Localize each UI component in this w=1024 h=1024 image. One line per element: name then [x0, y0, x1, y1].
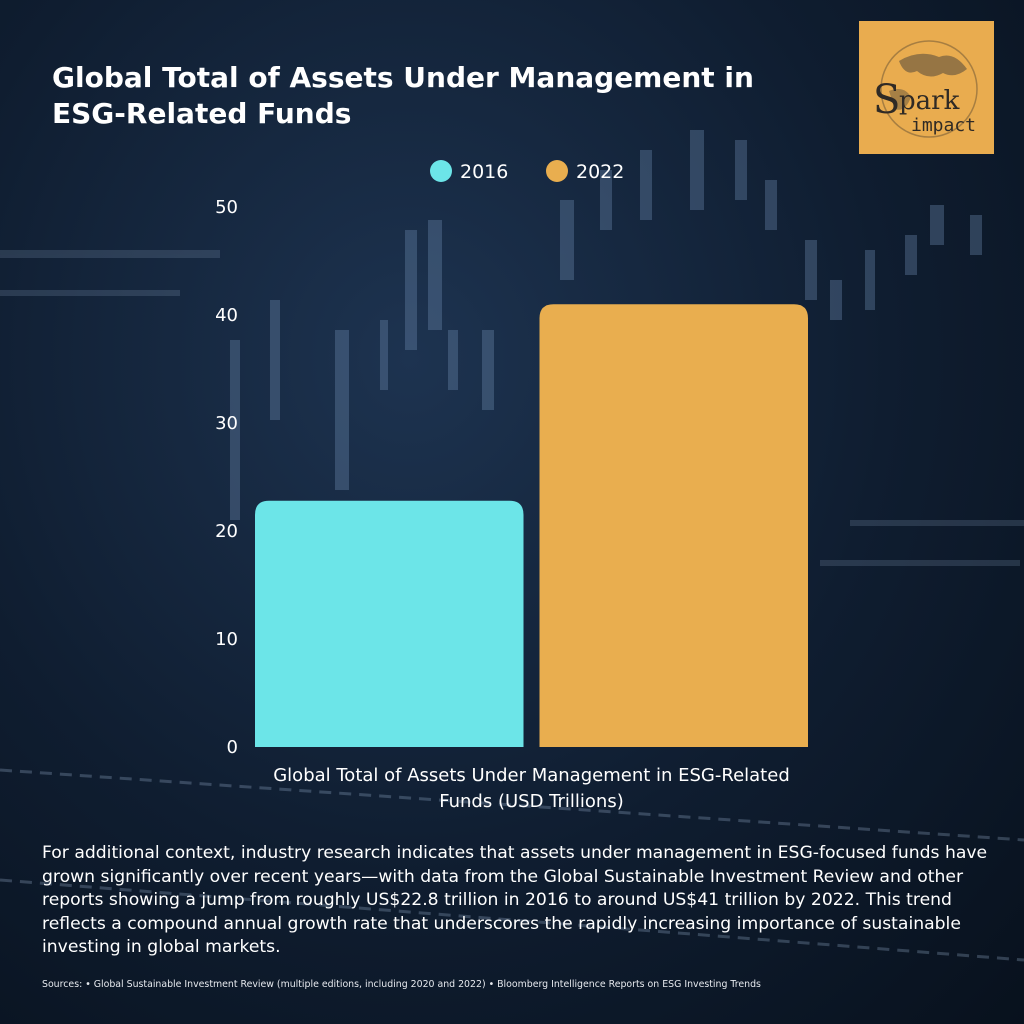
x-axis-label-line: Global Total of Assets Under Management …	[273, 765, 790, 786]
y-axis: 0 10 20 30 40 50	[215, 197, 238, 758]
spark-impact-logo: S park impact	[859, 21, 994, 154]
bar-2016	[255, 500, 524, 747]
description-paragraph: For additional context, industry researc…	[42, 843, 988, 957]
y-tick-label: 30	[215, 413, 238, 434]
legend-marker-2022	[546, 160, 568, 182]
legend-marker-2016	[430, 160, 452, 182]
bar-2022	[539, 304, 808, 747]
svg-text:park: park	[899, 86, 960, 116]
bars	[255, 304, 808, 747]
x-axis-label: Global Total of Assets Under Management …	[273, 765, 790, 812]
y-tick-label: 40	[215, 305, 238, 326]
legend: 2016 2022	[430, 160, 624, 183]
y-tick-label: 10	[215, 629, 238, 650]
svg-text:S: S	[873, 77, 900, 123]
y-tick-label: 0	[227, 737, 238, 758]
legend-label-2016: 2016	[460, 161, 508, 183]
sources-note: Sources: • Global Sustainable Investment…	[42, 979, 761, 990]
chart-title: Global Total of Assets Under Management …	[52, 61, 754, 130]
globe-logo-icon: S park impact	[873, 40, 978, 138]
y-tick-label: 50	[215, 197, 238, 218]
svg-text:impact: impact	[911, 115, 976, 136]
y-tick-label: 20	[215, 521, 238, 542]
x-axis-label-line: Funds (USD Trillions)	[439, 791, 624, 812]
legend-label-2022: 2022	[576, 161, 624, 183]
